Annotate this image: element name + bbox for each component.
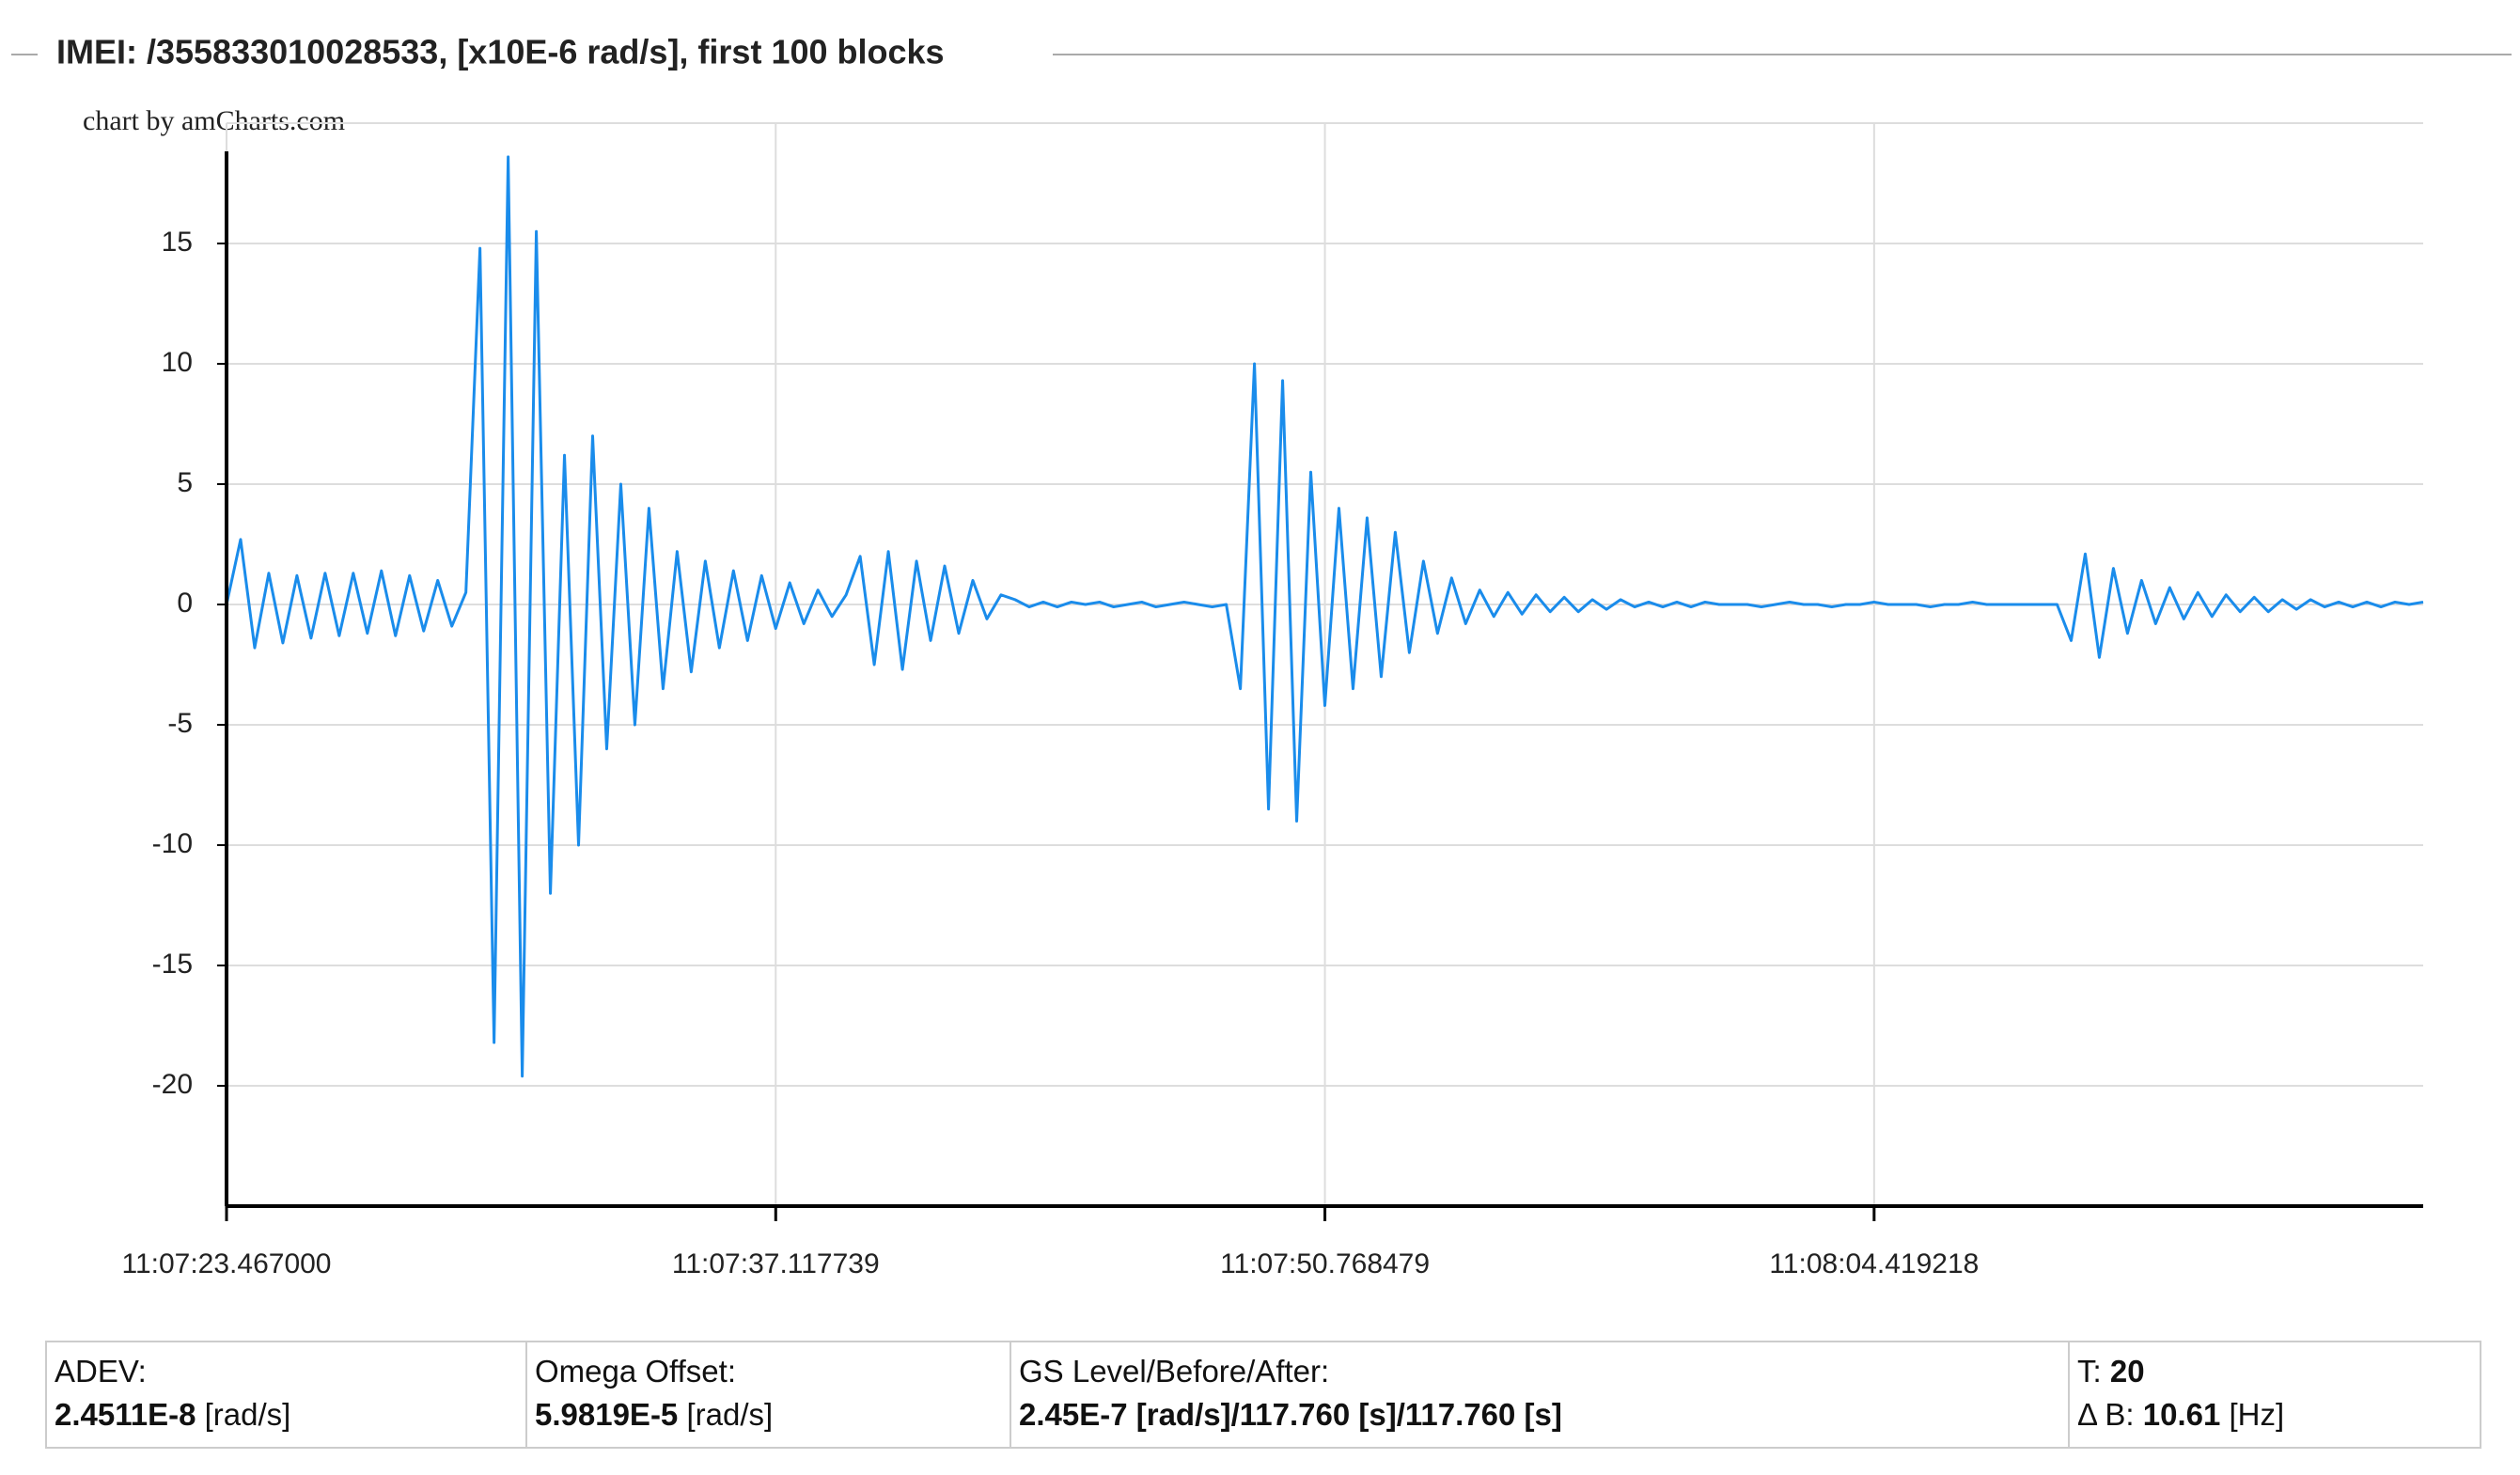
stat-value: 5.9819E-5 (535, 1397, 679, 1432)
y-tick-label: 15 (162, 227, 193, 258)
stat-cell: ADEV: 2.4511E-8 [rad/s] (47, 1342, 527, 1447)
chart: IMEI: /355833010028533, [x10E-6 rad/s], … (11, 33, 2512, 1279)
x-tick-label: 11:08:04.419218 (1769, 1248, 1979, 1279)
stat-label: GS Level/Before/After: (1019, 1354, 1330, 1389)
stat-cell: T: 20 Δ B: 10.61 [Hz] (2070, 1342, 2480, 1447)
y-tick-label: -20 (152, 1069, 193, 1100)
x-tick-label: 11:07:23.467000 (122, 1248, 332, 1279)
stats-panel: ADEV: 2.4511E-8 [rad/s] Omega Offset: 5.… (45, 1341, 2481, 1449)
stat-label: T: (2077, 1354, 2102, 1389)
credit: chart by amCharts.com (83, 105, 345, 136)
stat-unit: [Hz] (2229, 1397, 2285, 1432)
stat-cell: GS Level/Before/After: 2.45E-7 [rad/s]/1… (1011, 1342, 2070, 1447)
stat-label: Δ B: (2077, 1397, 2135, 1432)
stat-value: 10.61 (2142, 1397, 2221, 1432)
y-tick-label: 0 (177, 588, 193, 619)
y-tick-label: 10 (162, 347, 193, 378)
chart-title: IMEI: /355833010028533, [x10E-6 rad/s], … (56, 33, 945, 71)
stat-value: 20 (2109, 1354, 2145, 1389)
x-tick-label: 11:07:50.768479 (1220, 1248, 1430, 1279)
y-tick-label: -10 (152, 828, 193, 859)
y-tick-label: 5 (177, 467, 193, 498)
stat-value: 2.45E-7 [rad/s]/117.760 [s]/117.760 [s] (1019, 1397, 1562, 1432)
y-tick-label: -5 (167, 708, 193, 739)
stat-value: 2.4511E-8 (55, 1397, 196, 1432)
x-tick-label: 11:07:37.117739 (672, 1248, 880, 1279)
stat-unit: [rad/s] (204, 1397, 291, 1432)
y-tick-label: -15 (152, 949, 193, 980)
stat-label: Omega Offset: (535, 1354, 736, 1389)
stat-cell: Omega Offset: 5.9819E-5 [rad/s] (527, 1342, 1011, 1447)
stat-unit: [rad/s] (686, 1397, 774, 1432)
stat-label: ADEV: (55, 1354, 147, 1389)
data-line (225, 155, 2424, 1078)
